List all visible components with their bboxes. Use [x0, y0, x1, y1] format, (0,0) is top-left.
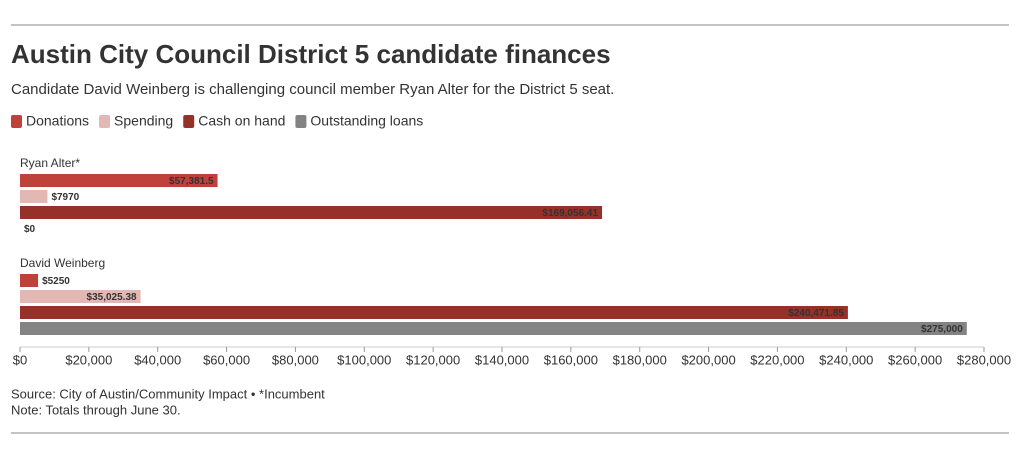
x-tick-label: $160,000	[544, 352, 598, 367]
legend-swatch	[183, 115, 195, 128]
x-tick-label: $200,000	[681, 352, 735, 367]
legend-label: Donations	[26, 113, 89, 129]
x-tick-label: $40,000	[134, 352, 181, 367]
legend-label: Spending	[114, 113, 173, 129]
legend-label: Outstanding loans	[310, 113, 423, 129]
note: Note: Totals through June 30.	[11, 402, 181, 417]
chart-subtitle: Candidate David Weinberg is challenging …	[11, 81, 614, 98]
x-tick-label: $0	[13, 352, 27, 367]
value-label: $275,000	[921, 324, 963, 335]
x-tick-label: $240,000	[819, 352, 873, 367]
value-label: $5250	[42, 276, 70, 287]
x-tick-label: $280,000	[957, 352, 1011, 367]
x-tick-label: $140,000	[475, 352, 529, 367]
legend-swatch	[295, 115, 307, 128]
x-tick-label: $60,000	[203, 352, 250, 367]
category-label: Ryan Alter*	[20, 156, 80, 170]
bar	[20, 274, 39, 287]
value-label: $0	[24, 224, 36, 235]
bar	[20, 290, 141, 303]
bar	[20, 306, 848, 319]
x-tick-label: $120,000	[406, 352, 460, 367]
legend-swatch	[99, 115, 111, 128]
value-label: $7970	[51, 192, 79, 203]
value-label: $169,056.41	[542, 208, 598, 219]
value-label: $240,471.85	[788, 308, 844, 319]
value-label: $35,025.38	[87, 292, 137, 303]
x-tick-label: $80,000	[272, 352, 319, 367]
bar	[20, 190, 48, 203]
x-tick-label: $220,000	[750, 352, 804, 367]
source: Source: City of Austin/Community Impact …	[11, 386, 325, 401]
bar	[20, 206, 603, 219]
bar	[20, 174, 218, 187]
x-tick-label: $260,000	[888, 352, 942, 367]
x-tick-label: $100,000	[337, 352, 391, 367]
category-label: David Weinberg	[20, 256, 105, 270]
legend-label: Cash on hand	[198, 113, 285, 129]
value-label: $57,381.5	[169, 176, 214, 187]
x-tick-label: $180,000	[613, 352, 667, 367]
legend-swatch	[11, 115, 22, 128]
bar	[20, 322, 967, 335]
x-tick-label: $20,000	[65, 352, 112, 367]
chart-title: Austin City Council District 5 candidate…	[11, 39, 611, 69]
